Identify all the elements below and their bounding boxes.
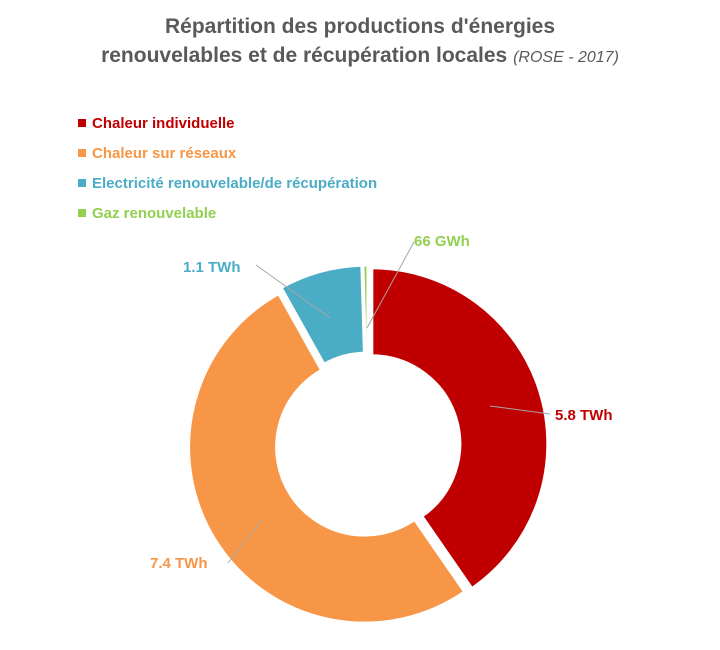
chart-title: Répartition des productions d'énergies r…	[0, 12, 720, 72]
legend-swatch	[78, 119, 86, 127]
leader-line	[489, 405, 551, 415]
legend-label: Electricité renouvelable/de récupération	[92, 174, 378, 192]
leader-line	[366, 241, 415, 329]
legend-swatch	[78, 149, 86, 157]
legend-label: Gaz renouvelable	[92, 204, 217, 222]
chart-title-line2-text: renouvelables et de récupération locales	[101, 44, 508, 67]
chart-subtitle: (ROSE - 2017)	[513, 49, 619, 66]
chart-title-line1: Répartition des productions d'énergies	[164, 15, 556, 38]
legend-label: Chaleur sur réseaux	[92, 144, 237, 162]
legend-item: Chaleur sur réseaux	[78, 138, 377, 168]
chart-title-line2: renouvelables et de récupération locales…	[0, 41, 720, 72]
legend-label: Chaleur individuelle	[92, 114, 235, 132]
chart-legend: Chaleur individuelle Chaleur sur réseaux E…	[78, 108, 377, 228]
data-label: 7.4 TWh	[150, 555, 208, 572]
data-label: 1.1 TWh	[183, 259, 241, 276]
data-label: 66 GWh	[414, 233, 470, 250]
legend-swatch	[78, 179, 86, 187]
legend-item: Chaleur individuelle	[78, 108, 377, 138]
donut-slice	[187, 291, 467, 625]
legend-swatch	[78, 209, 86, 217]
leader-line	[227, 519, 263, 564]
legend-item: Gaz renouvelable	[78, 198, 377, 228]
data-label: 5.8 TWh	[555, 407, 613, 424]
donut-slice	[361, 263, 370, 355]
donut-slice	[370, 266, 550, 591]
leader-line	[255, 264, 331, 319]
legend-item: Electricité renouvelable/de récupération	[78, 168, 377, 198]
